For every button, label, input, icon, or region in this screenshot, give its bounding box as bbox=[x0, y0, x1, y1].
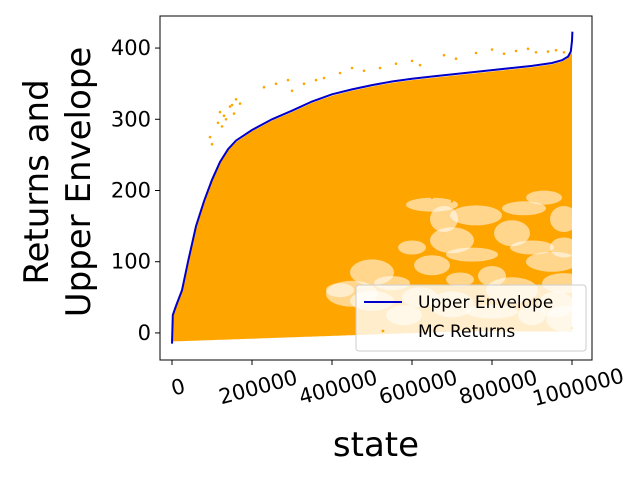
mc-returns-point bbox=[562, 51, 566, 54]
mc-returns-point bbox=[338, 253, 342, 256]
y-tick-label: 200 bbox=[111, 178, 151, 202]
mc-returns-sparse-region bbox=[350, 259, 394, 286]
mc-returns-point bbox=[218, 110, 222, 114]
mc-returns-point bbox=[394, 62, 398, 65]
x-tick-label: 400000 bbox=[296, 365, 380, 409]
x-tick-label: 600000 bbox=[376, 365, 460, 409]
mc-returns-point bbox=[554, 48, 558, 52]
mc-returns-point bbox=[314, 78, 318, 82]
mc-returns-point bbox=[410, 59, 414, 63]
mc-returns-point bbox=[302, 82, 306, 85]
mc-returns-point bbox=[238, 102, 242, 105]
mc-returns-sparse-region bbox=[510, 240, 554, 255]
upper-envelope-line bbox=[171, 31, 574, 344]
mc-returns-point bbox=[338, 71, 342, 75]
mc-returns-point bbox=[322, 76, 326, 80]
legend-frame bbox=[355, 284, 587, 352]
mc-returns-point bbox=[346, 246, 350, 249]
mc-returns-point bbox=[378, 66, 382, 70]
mc-returns-point bbox=[450, 199, 454, 203]
x-tick-label: 0 bbox=[169, 374, 188, 401]
mc-returns-point bbox=[330, 324, 334, 328]
mc-returns-sparse-region bbox=[494, 220, 530, 247]
mc-returns-sparse-region bbox=[326, 283, 354, 298]
mc-returns-point bbox=[550, 185, 554, 189]
mc-returns-point bbox=[418, 192, 422, 196]
mc-returns-point bbox=[228, 105, 232, 108]
mc-returns-point bbox=[224, 118, 228, 121]
mc-returns-sparse-region bbox=[450, 205, 502, 226]
mc-returns-point bbox=[274, 82, 278, 85]
mc-returns-point bbox=[490, 48, 494, 51]
mc-returns-point bbox=[290, 325, 294, 329]
mc-returns-point bbox=[208, 135, 212, 139]
mc-returns-point bbox=[526, 47, 530, 51]
mc-returns-sparse-region bbox=[446, 247, 498, 262]
mc-returns-point bbox=[514, 49, 518, 53]
mc-returns-point bbox=[362, 224, 366, 228]
mc-returns-point bbox=[234, 98, 238, 101]
mc-returns-point bbox=[222, 114, 226, 117]
mc-returns-sparse-region bbox=[430, 227, 474, 254]
mc-returns-point bbox=[418, 63, 422, 67]
y-tick-label: 0 bbox=[138, 321, 151, 345]
mc-returns-point bbox=[534, 51, 538, 54]
mc-returns-point bbox=[362, 69, 366, 73]
mc-returns-point bbox=[430, 196, 434, 199]
legend-upper-envelope-label: Upper Envelope bbox=[418, 293, 553, 313]
x-axis-title: state bbox=[333, 425, 419, 465]
mc-returns-cloud bbox=[172, 53, 572, 345]
mc-returns-sparse-region bbox=[430, 206, 458, 232]
legend: Upper Envelope MC Returns bbox=[355, 284, 587, 352]
y-tick-label: 400 bbox=[111, 36, 151, 60]
mc-returns-sparse-region bbox=[550, 206, 578, 232]
x-tick-label: 800000 bbox=[456, 365, 540, 409]
mc-returns-point bbox=[454, 57, 458, 60]
mc-returns-point bbox=[470, 189, 474, 192]
mc-returns-point bbox=[210, 142, 214, 146]
mc-returns-sparse-region bbox=[550, 237, 578, 258]
legend-mc-returns-label: MC Returns bbox=[418, 322, 515, 342]
mc-returns-point bbox=[232, 112, 236, 115]
mc-returns-point bbox=[490, 185, 494, 189]
mc-returns-point bbox=[262, 85, 266, 89]
mc-returns-sparse-region bbox=[526, 190, 562, 205]
mc-returns-point bbox=[546, 50, 550, 53]
mc-returns-sparse-region bbox=[398, 240, 426, 255]
y-axis-title: Returns and Upper Envelope bbox=[17, 47, 99, 318]
mc-returns-point bbox=[286, 78, 290, 82]
plot-area bbox=[171, 31, 586, 345]
mc-returns-point bbox=[250, 328, 254, 331]
mc-returns-point bbox=[290, 89, 294, 93]
mc-returns-point bbox=[378, 217, 382, 221]
mc-returns-sparse-region bbox=[406, 197, 458, 212]
mc-returns-point bbox=[350, 66, 354, 70]
legend-mc-returns-swatch bbox=[381, 329, 385, 333]
mc-returns-point bbox=[510, 180, 514, 184]
mc-returns-point bbox=[402, 183, 406, 187]
mc-returns-sparse-region bbox=[502, 201, 546, 216]
x-tick-label: 200000 bbox=[216, 365, 300, 409]
mc-returns-point bbox=[330, 260, 334, 264]
mc-returns-point bbox=[216, 121, 220, 125]
mc-returns-point bbox=[230, 103, 234, 107]
mc-returns-point bbox=[530, 178, 534, 182]
mc-returns-point bbox=[354, 235, 358, 239]
y-tick-label: 100 bbox=[111, 250, 151, 274]
mc-returns-point bbox=[442, 53, 446, 57]
plot-frame bbox=[159, 15, 593, 361]
x-tick-label: 1000000 bbox=[530, 364, 627, 411]
mc-returns-sparse-region bbox=[446, 272, 474, 287]
mc-returns-point bbox=[474, 51, 478, 55]
mc-returns-point bbox=[394, 210, 398, 214]
y-tick-label: 300 bbox=[111, 107, 151, 131]
mc-returns-point bbox=[220, 125, 224, 128]
mc-returns-point bbox=[502, 52, 506, 55]
y-axis-title-line-1: Returns and bbox=[17, 79, 57, 284]
mc-returns-sparse-region bbox=[414, 255, 450, 276]
mc-returns-point bbox=[566, 183, 570, 187]
y-axis-title-line-2: Upper Envelope bbox=[59, 47, 99, 318]
